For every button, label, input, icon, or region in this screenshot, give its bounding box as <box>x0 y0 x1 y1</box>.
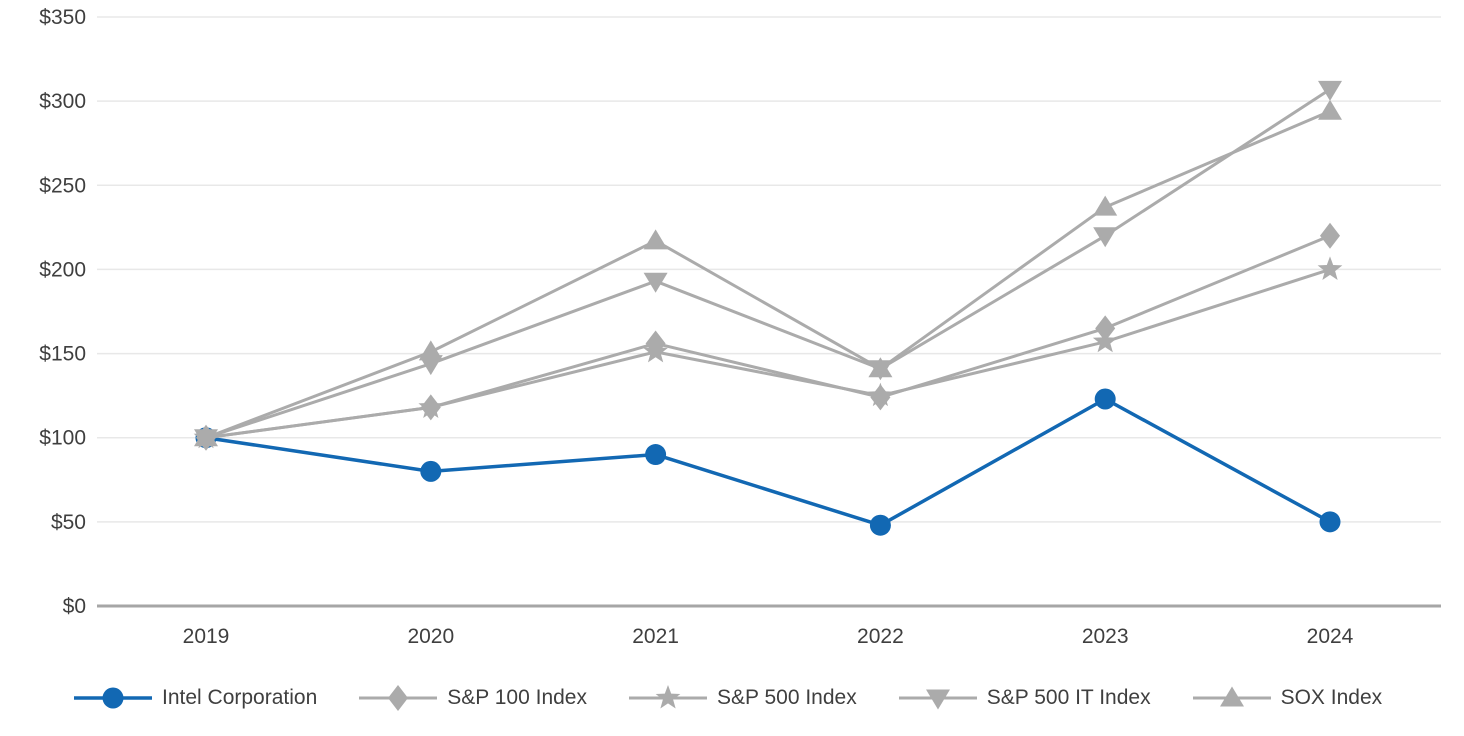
circle-marker-intel-corporation <box>645 444 667 466</box>
series-intel-corporation <box>195 388 1341 536</box>
legend-item-s-p-500-index: S&P 500 Index <box>629 684 857 712</box>
series-line-sox-index <box>204 109 1332 440</box>
circle-marker-intel-corporation <box>1319 511 1341 533</box>
triangle-up-marker-sox-index <box>868 357 893 378</box>
x-axis-tick-label: 2019 <box>183 625 230 648</box>
circle-marker-intel-corporation <box>420 460 442 482</box>
series-line-s-p-500-it-index <box>204 87 1332 440</box>
x-axis-tick-label: 2024 <box>1307 625 1354 648</box>
star-legend-icon <box>629 685 707 709</box>
diamond-marker-s-p-100-index <box>1095 315 1116 342</box>
chart-legend: Intel Corporation S&P 100 Index S&P 500 In… <box>74 684 1382 712</box>
series-line-s-p-500-index <box>204 267 1332 440</box>
y-axis-tick-label: $350 <box>39 6 86 29</box>
x-axis-tick-label: 2021 <box>632 625 679 648</box>
plot-area: $0 $50 $100 $150 $200 $250 $300 $350 2019 2020 202… <box>39 6 1441 648</box>
triangle-up-marker-sox-index <box>1318 99 1342 120</box>
triangle-down-marker-s-p-500-it-index <box>1093 227 1118 248</box>
star-marker-s-p-500-index <box>1092 328 1118 353</box>
triangle-up-marker-sox-index <box>643 229 668 250</box>
series-sox-index <box>194 99 1342 447</box>
triangle-down-marker-s-p-500-it-index <box>643 272 668 293</box>
star-marker-s-p-500-index <box>868 382 893 407</box>
y-axis-tick-label: $250 <box>39 174 86 197</box>
legend-item-s-p-100-index: S&P 100 Index <box>359 684 587 712</box>
triangle-up-legend-icon <box>1192 686 1271 707</box>
y-axis-tick-label: $50 <box>51 511 86 534</box>
x-axis-tick-label: 2022 <box>857 625 904 648</box>
y-axis-tick-label: $100 <box>39 427 86 450</box>
triangle-down-marker-s-p-500-it-index <box>1318 80 1342 101</box>
circle-legend-icon <box>74 687 152 709</box>
x-axis-tick-label: 2020 <box>407 625 454 648</box>
legend-label-s-p-500-index: S&P 500 Index <box>717 686 857 709</box>
series-s-p-500-index <box>193 256 1343 449</box>
star-marker-s-p-500-index <box>643 338 668 363</box>
y-axis-tick-label: $0 <box>63 595 86 618</box>
diamond-marker-s-p-100-index <box>1320 222 1340 249</box>
diamond-legend-icon <box>359 685 438 711</box>
triangle-up-marker-sox-index <box>194 426 218 447</box>
legend-item-intel-corporation: Intel Corporation <box>74 684 317 712</box>
star-marker-s-p-500-index <box>418 394 444 418</box>
legend-item-s-p-500-it-index: S&P 500 IT Index <box>898 684 1151 712</box>
triangle-down-legend-icon <box>898 689 977 710</box>
legend-label-intel-corporation: Intel Corporation <box>162 686 318 709</box>
legend-label-sox-index: SOX Index <box>1280 686 1383 709</box>
legend-label-s-p-500-it-index: S&P 500 IT Index <box>986 686 1151 709</box>
series-line-intel-corporation <box>204 397 1332 527</box>
x-axis-tick-label: 2023 <box>1082 625 1129 648</box>
legend-label-s-p-100-index: S&P 100 Index <box>447 686 587 709</box>
legend-item-sox-index: SOX Index <box>1192 684 1383 712</box>
y-axis-tick-label: $300 <box>39 90 86 113</box>
triangle-up-marker-sox-index <box>418 340 443 361</box>
star-marker-s-p-500-index <box>1317 256 1343 280</box>
series-line-s-p-100-index <box>204 234 1332 440</box>
series-s-p-500-it-index <box>194 80 1342 450</box>
triangle-up-marker-sox-index <box>1093 195 1118 216</box>
circle-marker-intel-corporation <box>869 514 891 536</box>
y-axis-tick-label: $200 <box>39 258 86 281</box>
circle-marker-intel-corporation <box>1094 388 1116 410</box>
y-axis-tick-label: $150 <box>39 343 86 366</box>
